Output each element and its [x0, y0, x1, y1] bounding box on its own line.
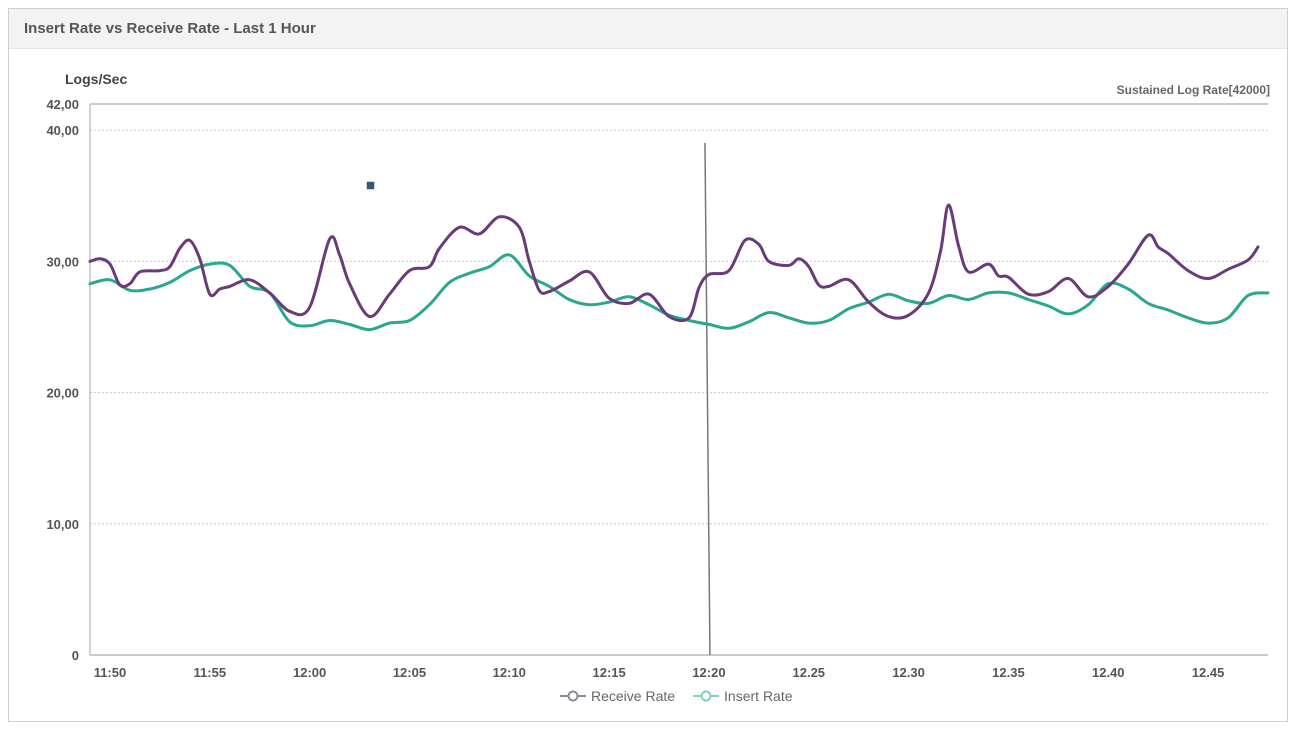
grid [90, 103, 1268, 656]
axes: 0 10,00 20,00 30,00 40,00 42,00 11:50 11:55 12:0… [46, 97, 1224, 680]
y-tick-label: 42,00 [46, 97, 79, 112]
cursor-line [704, 142, 711, 656]
legend-label-insert-rate: Insert Rate [724, 688, 793, 704]
x-tick-label: 12.35 [992, 665, 1025, 680]
x-tick-label: 12.25 [793, 665, 826, 680]
small-square-marker [365, 180, 376, 191]
panel-header: Insert Rate vs Receive Rate - Last 1 Hou… [9, 9, 1287, 49]
x-tick-label: 12:00 [293, 665, 326, 680]
legend: Receive Rate Insert Rate [560, 688, 793, 704]
legend-item-insert-rate[interactable]: Insert Rate [693, 688, 793, 704]
x-tick-label: 12.40 [1092, 665, 1125, 680]
y-axis-label: Logs/Sec [65, 71, 127, 87]
y-tick-label: 20,00 [46, 386, 79, 401]
y-tick-label: 30,00 [46, 254, 79, 269]
insert-rate-line[interactable] [88, 253, 1270, 332]
x-tick-label: 12:05 [393, 665, 426, 680]
x-tick-label: 11:55 [194, 665, 227, 680]
x-tick-label: 12:15 [592, 665, 625, 680]
chart-panel: Insert Rate vs Receive Rate - Last 1 Hou… [8, 8, 1288, 722]
legend-item-receive-rate[interactable]: Receive Rate [560, 688, 675, 704]
x-tick-label: 12.30 [892, 665, 925, 680]
x-tick-label: 12:20 [692, 665, 725, 680]
y-tick-label: 0 [72, 648, 79, 663]
insert-rate-marker-icon [693, 690, 720, 702]
x-tick-label: 12:10 [493, 665, 526, 680]
x-tick-label: 12.45 [1192, 665, 1225, 680]
series-lines [88, 203, 1270, 332]
receive-rate-marker-icon [560, 690, 586, 702]
y-tick-label: 10,00 [46, 517, 79, 532]
y-tick-label: 40,00 [46, 123, 79, 138]
panel-title: Insert Rate vs Receive Rate - Last 1 Hou… [24, 20, 316, 37]
x-tick-label: 11:50 [94, 665, 127, 680]
receive-rate-line[interactable] [88, 203, 1260, 323]
legend-label-receive-rate: Receive Rate [591, 688, 676, 704]
sustained-rate-annotation: Sustained Log Rate[42000] [1117, 83, 1270, 97]
